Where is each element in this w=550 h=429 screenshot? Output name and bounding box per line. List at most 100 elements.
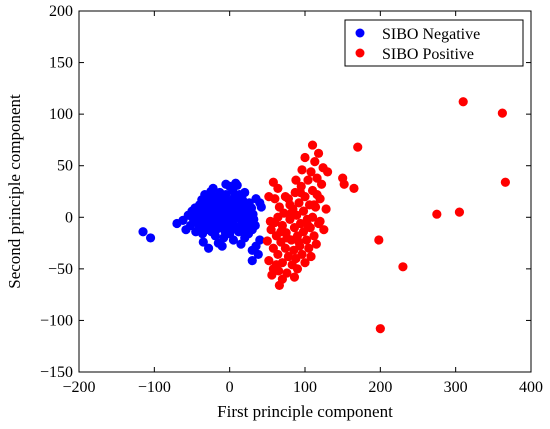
- point-sibo-positive: [294, 198, 304, 208]
- legend-marker-sibo-positive: [355, 48, 365, 58]
- x-axis-label: First principle component: [217, 402, 393, 421]
- point-sibo-positive: [323, 167, 333, 177]
- point-sibo-negative: [255, 235, 265, 245]
- x-axis: −200 −100 0 100 200 300 400: [62, 11, 543, 396]
- point-sibo-positive: [321, 204, 331, 214]
- point-sibo-positive: [309, 200, 319, 210]
- point-sibo-negative: [228, 235, 239, 245]
- point-sibo-positive: [291, 175, 301, 185]
- point-sibo-positive: [273, 249, 283, 260]
- point-sibo-positive: [497, 108, 507, 118]
- x-tick-label: 300: [444, 379, 468, 396]
- point-sibo-positive: [294, 237, 304, 247]
- point-sibo-positive: [286, 208, 297, 218]
- y-tick-label: −150: [40, 364, 73, 381]
- point-sibo-positive: [319, 225, 329, 235]
- point-sibo-positive: [353, 142, 363, 152]
- point-sibo-positive: [300, 152, 310, 163]
- y-tick-label: 0: [65, 209, 73, 226]
- point-sibo-positive: [307, 140, 318, 150]
- legend-label-sibo-positive: SIBO Positive: [382, 46, 474, 63]
- point-sibo-negative: [210, 231, 220, 241]
- y-tick-label: −50: [48, 261, 73, 278]
- point-sibo-positive: [283, 251, 294, 262]
- point-sibo-negative: [221, 179, 231, 189]
- point-sibo-positive: [375, 324, 385, 334]
- point-sibo-positive: [280, 243, 291, 253]
- point-sibo-negative: [247, 256, 257, 266]
- point-sibo-positive: [292, 264, 303, 274]
- point-sibo-positive: [454, 207, 465, 217]
- x-tick-label: −200: [62, 379, 95, 396]
- point-sibo-negative: [198, 237, 208, 247]
- point-sibo-positive: [301, 235, 312, 245]
- point-sibo-positive: [349, 183, 359, 194]
- point-sibo-positive: [274, 280, 284, 290]
- point-sibo-positive: [339, 179, 349, 189]
- point-sibo-positive: [285, 200, 295, 210]
- point-sibo-positive: [280, 192, 291, 202]
- y-tick-label: −100: [40, 312, 73, 329]
- point-sibo-negative: [253, 249, 263, 260]
- point-sibo-negative: [240, 233, 250, 243]
- point-sibo-positive: [316, 179, 327, 189]
- point-sibo-positive: [310, 156, 320, 167]
- point-sibo-positive: [268, 264, 278, 274]
- x-tick-label: 0: [226, 379, 234, 396]
- point-sibo-positive: [295, 187, 306, 198]
- point-sibo-positive: [303, 175, 313, 185]
- point-sibo-negative: [256, 202, 266, 212]
- point-sibo-negative: [240, 187, 250, 198]
- point-sibo-positive: [265, 216, 275, 227]
- point-sibo-positive: [297, 249, 307, 260]
- point-sibo-positive: [311, 239, 321, 249]
- point-sibo-positive: [282, 233, 292, 243]
- point-sibo-positive: [289, 272, 300, 282]
- point-sibo-negative: [213, 238, 223, 248]
- point-sibo-positive: [303, 220, 313, 231]
- point-sibo-negative: [231, 178, 241, 188]
- x-tick-label: 200: [368, 379, 392, 396]
- point-sibo-positive: [298, 206, 309, 216]
- point-sibo-positive: [264, 192, 274, 202]
- point-sibo-positive: [300, 258, 310, 268]
- legend-box: [344, 19, 524, 67]
- point-sibo-positive: [312, 189, 322, 200]
- point-sibo-positive: [268, 177, 278, 187]
- point-sibo-negative: [208, 183, 218, 194]
- point-sibo-positive: [398, 262, 408, 272]
- plot-area: [138, 97, 510, 334]
- point-sibo-positive: [307, 212, 318, 222]
- point-sibo-negative: [138, 227, 148, 237]
- legend: SIBO Negative SIBO Positive: [344, 19, 524, 67]
- point-sibo-positive: [266, 225, 276, 235]
- point-sibo-negative: [203, 243, 214, 253]
- point-sibo-positive: [276, 227, 286, 237]
- x-tick-label: −100: [138, 379, 171, 396]
- point-sibo-positive: [295, 218, 306, 229]
- x-tick-label: 100: [293, 379, 317, 396]
- point-sibo-positive: [432, 209, 442, 219]
- point-sibo-positive: [500, 177, 510, 187]
- point-sibo-negative: [145, 233, 156, 243]
- point-sibo-negative: [250, 220, 260, 231]
- legend-marker-sibo-negative: [355, 28, 365, 38]
- point-sibo-positive: [309, 231, 319, 241]
- y-tick-label: 200: [49, 3, 73, 20]
- point-sibo-positive: [315, 216, 325, 227]
- point-sibo-positive: [262, 236, 272, 246]
- y-tick-label: 100: [49, 106, 73, 123]
- point-sibo-positive: [306, 251, 316, 262]
- legend-label-sibo-negative: SIBO Negative: [382, 26, 480, 43]
- x-tick-label: 400: [519, 379, 543, 396]
- point-sibo-positive: [297, 165, 307, 175]
- point-sibo-positive: [273, 212, 283, 222]
- point-sibo-positive: [313, 148, 324, 158]
- y-tick-label: 50: [57, 158, 73, 175]
- y-tick-label: 150: [49, 55, 73, 72]
- point-sibo-positive: [374, 235, 384, 245]
- point-sibo-positive: [458, 97, 468, 107]
- y-axis-label: Second principle component: [5, 94, 24, 289]
- point-sibo-positive: [264, 256, 274, 266]
